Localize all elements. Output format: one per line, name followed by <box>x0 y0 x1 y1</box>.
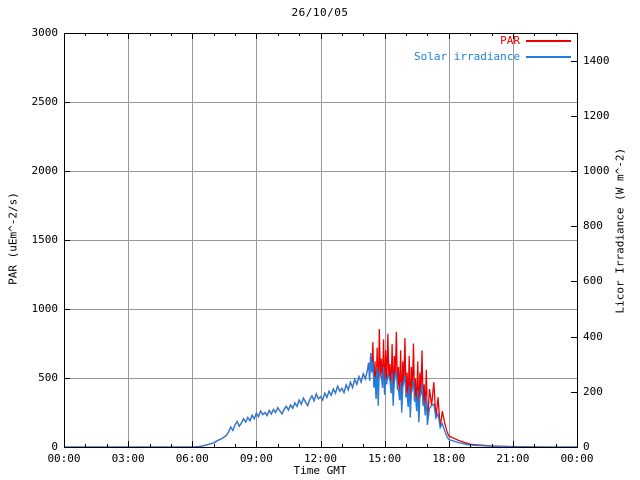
x-tick-label: 12:00 <box>303 452 338 465</box>
x-tick-label: 09:00 <box>239 452 273 465</box>
y-tick-label-right: 400 <box>583 329 603 343</box>
y-tick-label-right: 1000 <box>583 164 610 177</box>
y-tick-label-left: 3000 <box>31 26 59 39</box>
y-tick-label-right: 200 <box>583 384 603 398</box>
y-tick-label-left: 1500 <box>31 233 59 246</box>
x-tick-label: 15:00 <box>368 452 402 465</box>
x-tick-label: 00:00 <box>47 452 81 465</box>
y-tick-label-left: 0 <box>51 440 58 453</box>
x-axis-label: Time GMT <box>293 464 347 477</box>
x-tick-label: 06:00 <box>175 452 209 465</box>
y-tick-label-right: 0 <box>583 440 590 453</box>
y-tick-label-right: 1200 <box>583 108 610 122</box>
legend-label-solar-irradiance: Solar irradiance <box>414 50 520 63</box>
legend-label-par: PAR <box>500 34 520 47</box>
y-tick-label-right: 600 <box>583 274 603 288</box>
x-tick-label: 18:00 <box>432 452 466 465</box>
y-tick-label-left: 1000 <box>31 302 59 315</box>
y-tick-label-left: 2000 <box>31 164 59 177</box>
y-tick-label-left: 500 <box>38 371 58 384</box>
chart-title: 26/10/05 <box>291 6 349 19</box>
legend-swatch-par <box>526 40 571 42</box>
y-tick-label-right: 800 <box>583 219 603 233</box>
x-tick-label: 21:00 <box>496 452 530 465</box>
x-tick-label: 00:00 <box>560 452 594 465</box>
y-tick-label-left: 2500 <box>31 95 59 108</box>
legend-swatch-solar-irradiance <box>526 56 571 58</box>
y-tick-label-right: 1400 <box>583 53 610 67</box>
x-tick-label: 03:00 <box>111 452 145 465</box>
